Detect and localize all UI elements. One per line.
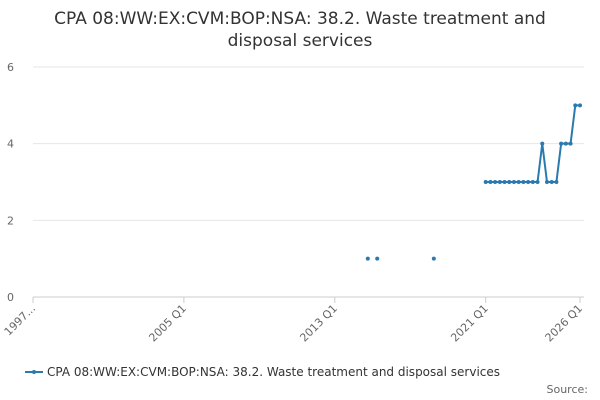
data-point [497,180,502,184]
data-point [559,141,564,146]
data-point [549,180,554,184]
x-tick-label: 2021 Q1 [448,302,491,345]
data-point [502,180,507,184]
data-point [493,180,498,184]
data-point [544,180,549,184]
y-tick-label: 4 [7,138,14,151]
data-point [540,141,545,146]
data-point [521,180,526,184]
data-point [578,103,582,108]
y-tick-label: 2 [7,214,14,227]
data-point [365,256,370,261]
x-tick-label: 1997... [2,302,38,338]
data-point [431,256,436,261]
data-point [573,103,578,108]
data-point [563,141,568,146]
x-tick-label: 2013 Q1 [297,302,340,345]
data-point [526,180,531,184]
x-tick-label: 2026 Q1 [543,302,586,345]
data-point [516,180,521,184]
y-tick-label: 6 [7,61,14,74]
data-point [488,180,493,184]
source: Source: [547,383,589,396]
data-point [511,180,516,184]
chart-title: CPA 08:WW:EX:CVM:BOP:NSA: 38.2. Waste tr… [54,9,546,51]
y-tick-label: 0 [7,291,14,304]
data-point [535,180,540,184]
data-point [554,180,559,184]
data-point [568,141,573,146]
legend-label: CPA 08:WW:EX:CVM:BOP:NSA: 38.2. Waste tr… [47,365,500,379]
data-point [530,180,535,184]
x-tick-label: 2005 Q1 [146,302,189,345]
data-point [375,256,380,261]
legend-marker [32,370,36,374]
data-point [507,180,512,184]
data-point [483,180,488,184]
